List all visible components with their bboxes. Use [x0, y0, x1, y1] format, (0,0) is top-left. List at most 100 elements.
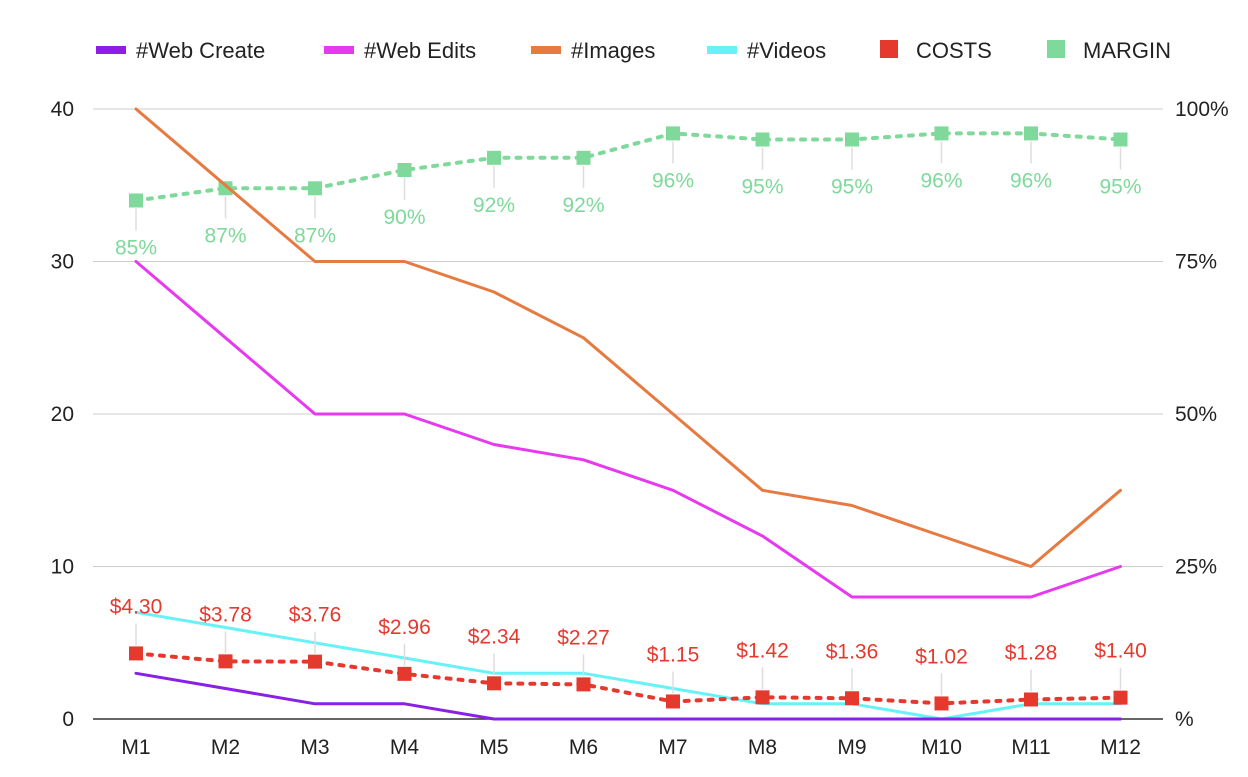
legend-swatch	[880, 40, 898, 58]
data-label-margin: 96%	[1010, 169, 1052, 192]
x-axis-tick-label: M3	[300, 736, 329, 759]
data-point-costs	[845, 691, 859, 706]
data-point-margin	[1113, 132, 1128, 147]
series-line-margin	[134, 131, 1123, 203]
data-label-costs: $1.40	[1094, 640, 1147, 663]
data-point-margin	[666, 126, 680, 141]
series-videos	[134, 610, 1122, 721]
series-layer	[129, 107, 1128, 721]
data-point-margin	[308, 181, 322, 196]
data-label-costs: $4.30	[110, 595, 163, 618]
x-axis-tick-label: M6	[569, 736, 598, 759]
x-axis: M1 M2 M3 M4 M5 M6 M7 M8 M9 M10 M11 M12	[121, 736, 1141, 759]
data-point-margin	[487, 150, 501, 165]
right-axis-tick-label: 100%	[1175, 98, 1229, 121]
data-point-costs	[576, 677, 591, 692]
right-axis-tick-label: %	[1175, 708, 1194, 731]
legend-label: #Images	[571, 38, 655, 63]
data-label-margin: 95%	[741, 176, 783, 199]
data-label-margin: 96%	[652, 169, 694, 192]
left-axis-tick-label: 30	[51, 251, 74, 274]
left-axis-tick-label: 40	[51, 98, 74, 121]
x-axis-tick-label: M9	[837, 736, 866, 759]
x-axis-tick-label: M10	[921, 736, 962, 759]
left-axis-tick-label: 20	[51, 403, 74, 426]
series-line-web-create	[134, 671, 1122, 721]
data-point-margin	[397, 163, 412, 177]
legend-item-costs: COSTS	[880, 38, 992, 63]
data-label-costs: $1.15	[647, 643, 700, 666]
x-axis-tick-label: M12	[1100, 736, 1141, 759]
data-point-costs	[487, 676, 501, 691]
x-axis-tick-label: M1	[121, 736, 150, 759]
data-label-costs: $1.02	[915, 645, 968, 668]
legend-swatch	[96, 46, 126, 54]
legend: #Web Create #Web Edits #Images #Videos COSTS…	[96, 38, 1171, 63]
legend-item-web-edits: #Web Edits	[324, 38, 476, 63]
left-axis-tick-label: 0	[62, 708, 74, 731]
series-line-web-edits	[134, 260, 1122, 599]
data-label-costs: $2.34	[468, 625, 521, 648]
series-line-images	[134, 107, 1122, 568]
data-point-margin	[934, 126, 949, 141]
data-label-costs: $1.42	[736, 639, 789, 662]
data-point-costs	[755, 690, 770, 705]
data-label-margin: 85%	[115, 237, 157, 260]
series-line-costs	[134, 651, 1123, 706]
legend-swatch	[531, 46, 561, 54]
data-point-costs	[1024, 692, 1038, 707]
left-axis: 0 10 20 30 40	[51, 98, 74, 731]
data-point-costs	[1113, 690, 1128, 705]
series-line-videos	[134, 610, 1122, 721]
x-axis-tick-label: M5	[479, 736, 508, 759]
data-label-margin: 95%	[1099, 176, 1141, 199]
data-label-costs: $2.96	[378, 616, 431, 639]
gridlines	[93, 108, 1163, 720]
legend-swatch	[1047, 40, 1065, 58]
data-point-margin	[1024, 126, 1038, 141]
legend-label: COSTS	[916, 38, 992, 63]
data-label-margin: 92%	[473, 194, 515, 217]
right-axis-tick-label: 50%	[1175, 403, 1217, 426]
x-axis-tick-label: M7	[658, 736, 687, 759]
data-label-margin: 92%	[562, 194, 604, 217]
x-axis-tick-label: M11	[1011, 736, 1050, 759]
legend-item-videos: #Videos	[707, 38, 826, 63]
data-point-costs	[934, 696, 949, 711]
data-point-margin	[845, 132, 859, 147]
data-label-costs: $1.36	[826, 640, 879, 663]
series-costs	[129, 623, 1128, 711]
x-axis-tick-label: M4	[390, 736, 419, 759]
data-label-costs: $3.76	[289, 604, 342, 627]
data-point-costs	[218, 654, 233, 669]
data-label-costs: $2.27	[557, 626, 610, 649]
data-label-margin: 87%	[204, 224, 246, 247]
series-images	[134, 107, 1122, 568]
data-label-margin: 90%	[383, 206, 425, 229]
right-axis: % 25% 50% 75% 100%	[1175, 98, 1229, 731]
right-axis-tick-label: 75%	[1175, 251, 1217, 274]
legend-label: #Web Create	[136, 38, 265, 63]
series-web-create	[134, 671, 1122, 721]
right-axis-tick-label: 25%	[1175, 556, 1217, 579]
legend-item-web-create: #Web Create	[96, 38, 265, 63]
legend-label: MARGIN	[1083, 38, 1171, 63]
data-point-margin	[218, 181, 233, 196]
legend-item-margin: MARGIN	[1047, 38, 1171, 63]
data-point-costs	[308, 654, 322, 669]
data-point-margin	[129, 193, 143, 208]
series-margin	[129, 126, 1128, 231]
legend-swatch	[707, 46, 737, 54]
legend-item-images: #Images	[531, 38, 655, 63]
data-labels-layer: 85% 87% 87% 90% 92% 92% 96% 95% 95% 96% 96% 95% $4.3…	[110, 169, 1147, 668]
legend-label: #Videos	[747, 38, 826, 63]
legend-swatch	[324, 46, 354, 54]
data-point-costs	[666, 694, 680, 709]
left-axis-tick-label: 10	[51, 556, 74, 579]
legend-label: #Web Edits	[364, 38, 476, 63]
data-point-margin	[576, 150, 591, 165]
data-point-costs	[129, 646, 143, 661]
data-point-costs	[397, 666, 412, 681]
